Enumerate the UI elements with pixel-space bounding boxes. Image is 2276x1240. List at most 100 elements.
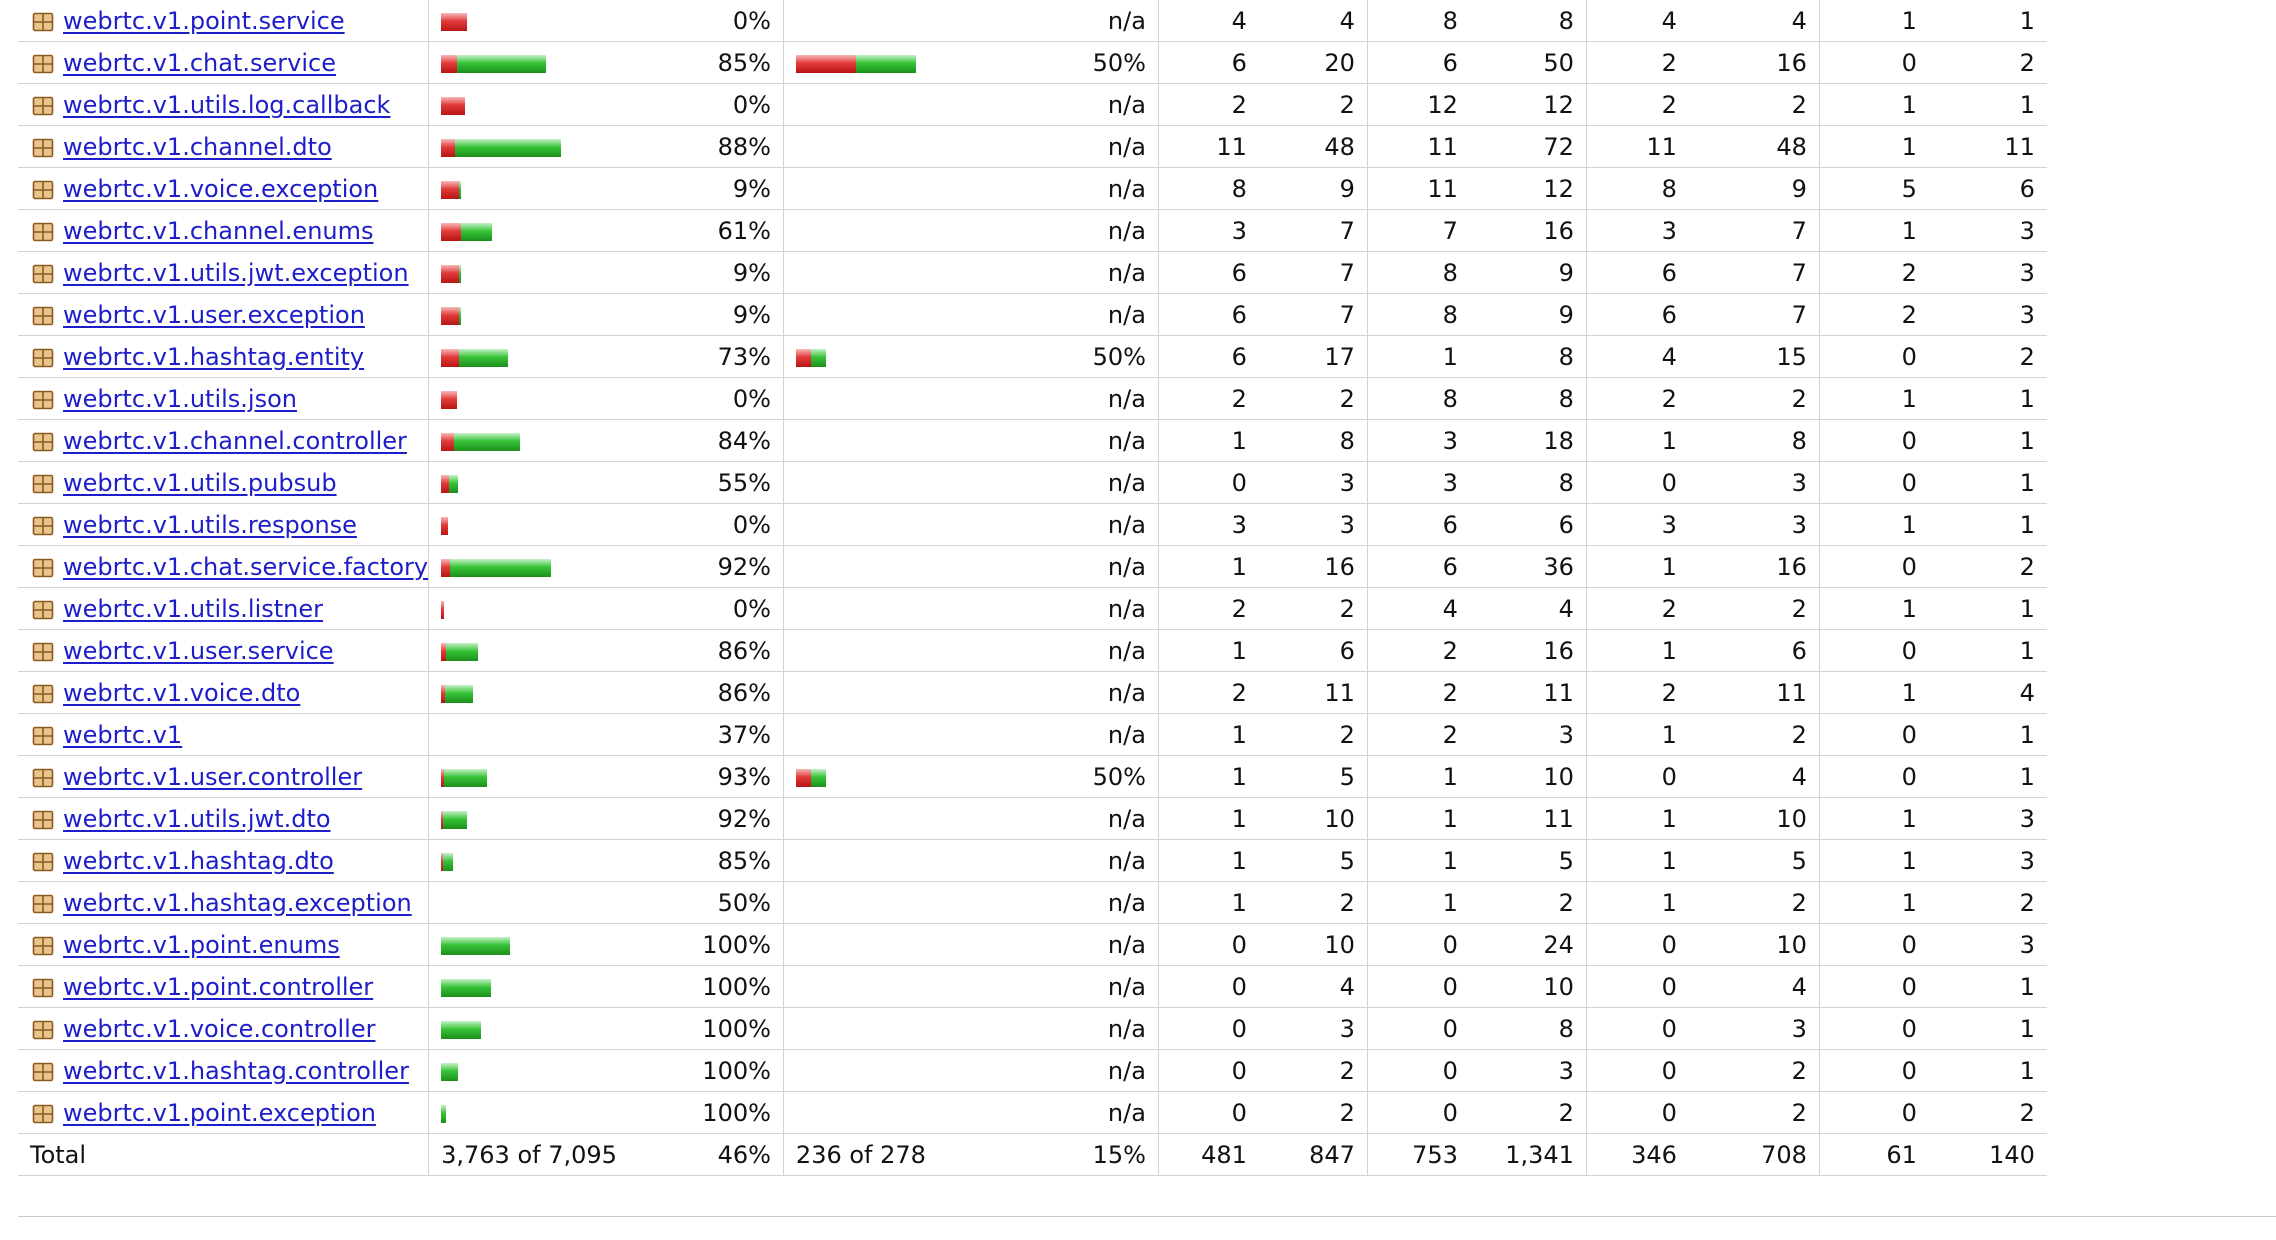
branches-coverage: n/a <box>985 167 1159 210</box>
package-link[interactable]: webrtc.v1.hashtag.controller <box>63 1056 409 1085</box>
covered-instructions-bar <box>449 474 459 493</box>
instructions-coverage: 9% <box>616 251 784 294</box>
cxty-missed: 1 <box>1157 797 1259 840</box>
methods: 10 <box>1688 797 1820 840</box>
classes: 1 <box>1928 629 2047 672</box>
package-link[interactable]: webrtc.v1.user.service <box>63 636 334 665</box>
cxty: 7 <box>1258 293 1368 336</box>
lines-missed: 6 <box>1366 41 1470 84</box>
classes-missed: 0 <box>1818 629 1929 672</box>
package-link[interactable]: webrtc.v1.user.controller <box>63 762 363 791</box>
classes: 2 <box>1928 881 2047 924</box>
package-link[interactable]: webrtc.v1.utils.log.callback <box>63 90 391 119</box>
methods-missed: 4 <box>1585 0 1689 42</box>
package-link[interactable]: webrtc.v1.channel.controller <box>63 426 407 455</box>
table-row: webrtc.v1 37% n/a 1 2 2 3 1 2 0 1 <box>18 713 2047 756</box>
cxty-missed: 1 <box>1157 839 1259 882</box>
classes-missed: 2 <box>1818 251 1929 294</box>
classes-missed: 1 <box>1818 0 1929 42</box>
branches-bar-cell <box>782 209 986 252</box>
package-link[interactable]: webrtc.v1.point.enums <box>63 930 340 959</box>
branches-bar-cell <box>782 377 986 420</box>
classes: 1 <box>1928 1007 2047 1050</box>
cxty: 2 <box>1258 587 1368 630</box>
package-link[interactable]: webrtc.v1.chat.service <box>63 48 336 77</box>
table-row: webrtc.v1.voice.controller 100% n/a 0 3 0 8 0 3 0… <box>18 1007 2047 1050</box>
package-link[interactable]: webrtc.v1.utils.listner <box>63 594 324 623</box>
package-link[interactable]: webrtc.v1.utils.jwt.exception <box>63 258 409 287</box>
package-link[interactable]: webrtc.v1.utils.pubsub <box>63 468 337 497</box>
coverage-table: webrtc.v1.point.service 0% n/a 4 4 8 8 4 4 1 1 webr… <box>18 0 2047 1176</box>
classes: 3 <box>1928 923 2047 966</box>
package-icon <box>32 347 54 369</box>
package-link[interactable]: webrtc.v1.point.controller <box>63 972 374 1001</box>
instructions-bar-cell <box>428 587 617 630</box>
classes-missed: 1 <box>1818 839 1929 882</box>
lines-missed: 4 <box>1366 587 1470 630</box>
cxty: 8 <box>1258 419 1368 462</box>
total-classes: 140 <box>1928 1133 2047 1176</box>
covered-instructions-bar <box>445 684 474 703</box>
package-link[interactable]: webrtc.v1.hashtag.exception <box>63 888 412 917</box>
lines: 72 <box>1469 125 1587 168</box>
methods-missed: 2 <box>1585 83 1689 126</box>
instructions-bar-cell <box>428 923 617 966</box>
branches-coverage: n/a <box>985 1049 1159 1092</box>
cxty-missed: 2 <box>1157 587 1259 630</box>
lines: 4 <box>1469 587 1587 630</box>
methods: 15 <box>1688 335 1820 378</box>
classes-missed: 1 <box>1818 671 1929 714</box>
package-link[interactable]: webrtc.v1.voice.controller <box>63 1014 376 1043</box>
package-link[interactable]: webrtc.v1.utils.response <box>63 510 357 539</box>
package-link[interactable]: webrtc.v1.utils.json <box>63 384 297 413</box>
missed-branches-bar <box>795 54 856 73</box>
package-link[interactable]: webrtc.v1.hashtag.entity <box>63 342 365 371</box>
lines-missed: 0 <box>1366 923 1470 966</box>
lines-missed: 8 <box>1366 251 1470 294</box>
cxty: 7 <box>1258 209 1368 252</box>
lines: 10 <box>1469 965 1587 1008</box>
package-link[interactable]: webrtc.v1.user.exception <box>63 300 365 329</box>
package-link[interactable]: webrtc.v1.hashtag.dto <box>63 846 334 875</box>
cxty-missed: 0 <box>1157 461 1259 504</box>
instructions-bar-cell <box>428 83 617 126</box>
branches-bar-cell <box>782 1049 986 1092</box>
methods: 2 <box>1688 1049 1820 1092</box>
package-cell: webrtc.v1.channel.dto <box>18 125 429 168</box>
cxty: 3 <box>1258 461 1368 504</box>
classes-missed: 0 <box>1818 461 1929 504</box>
lines: 12 <box>1469 167 1587 210</box>
instructions-bar-cell <box>428 0 617 42</box>
classes: 3 <box>1928 839 2047 882</box>
lines-missed: 0 <box>1366 1049 1470 1092</box>
instructions-coverage: 9% <box>616 167 784 210</box>
instructions-bar-cell <box>428 629 617 672</box>
classes: 2 <box>1928 1091 2047 1134</box>
package-link[interactable]: webrtc.v1.voice.exception <box>63 174 379 203</box>
package-link[interactable]: webrtc.v1.utils.jwt.dto <box>63 804 331 833</box>
cxty-missed: 1 <box>1157 629 1259 672</box>
covered-branches-bar <box>810 768 826 787</box>
cxty-missed: 0 <box>1157 923 1259 966</box>
branches-bar-cell <box>782 125 986 168</box>
package-icon <box>32 53 54 75</box>
cxty: 2 <box>1258 1049 1368 1092</box>
instructions-coverage: 85% <box>616 41 784 84</box>
covered-instructions-bar <box>444 768 488 787</box>
table-row: webrtc.v1.utils.jwt.dto 92% n/a 1 10 1 11 1 10 1 3 <box>18 797 2047 840</box>
package-link[interactable]: webrtc.v1 <box>63 720 183 749</box>
package-link[interactable]: webrtc.v1.voice.dto <box>63 678 301 707</box>
package-link[interactable]: webrtc.v1.chat.service.factory <box>63 552 429 581</box>
package-link[interactable]: webrtc.v1.point.exception <box>63 1098 376 1127</box>
lines-missed: 2 <box>1366 671 1470 714</box>
package-link[interactable]: webrtc.v1.point.service <box>63 6 345 35</box>
package-link[interactable]: webrtc.v1.channel.dto <box>63 132 332 161</box>
package-link[interactable]: webrtc.v1.channel.enums <box>63 216 374 245</box>
covered-instructions-bar <box>441 1062 459 1081</box>
package-cell: webrtc.v1.utils.jwt.dto <box>18 797 429 840</box>
package-cell: webrtc.v1.voice.exception <box>18 167 429 210</box>
classes: 3 <box>1928 251 2047 294</box>
instructions-coverage: 100% <box>616 1007 784 1050</box>
coverage-table-body: webrtc.v1.point.service 0% n/a 4 4 8 8 4 4 1 1 webr… <box>18 0 2047 1134</box>
classes-missed: 0 <box>1818 965 1929 1008</box>
